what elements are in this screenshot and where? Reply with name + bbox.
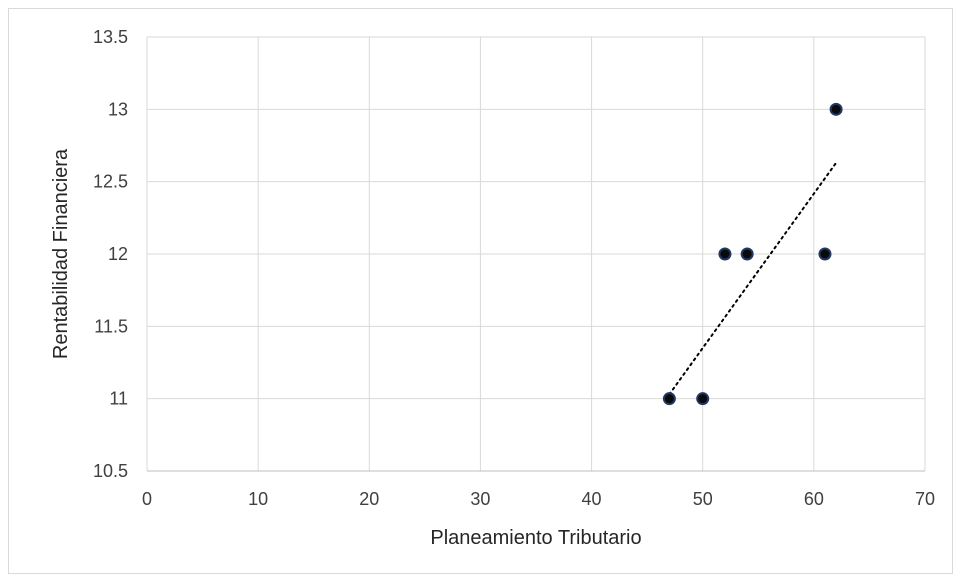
data-point	[829, 102, 843, 116]
x-tick-label: 10	[248, 489, 268, 509]
data-points	[662, 102, 843, 406]
data-point	[696, 392, 710, 406]
data-point	[718, 247, 732, 261]
x-tick-label: 60	[804, 489, 824, 509]
y-tick-labels: 10.5 11 11.5 12 12.5 13 13.5	[93, 27, 128, 481]
gridlines	[146, 36, 926, 472]
x-tick-labels: 0 10 20 30 40 50 60 70	[142, 489, 935, 509]
trendline	[668, 161, 838, 396]
y-tick-label: 13	[108, 99, 128, 119]
y-tick-label: 12.5	[93, 172, 128, 192]
x-axis-title: Planeamiento Tributario	[430, 527, 641, 549]
x-tick-label: 70	[915, 489, 935, 509]
data-point	[740, 247, 754, 261]
x-tick-label: 20	[359, 489, 379, 509]
data-point	[662, 392, 676, 406]
y-axis-title: Rentabilidad Financiera	[50, 148, 72, 359]
x-tick-label: 40	[582, 489, 602, 509]
y-tick-label: 10.5	[93, 461, 128, 481]
y-tick-label: 11.5	[94, 316, 128, 336]
trendline-layer	[668, 161, 838, 396]
x-tick-label: 30	[470, 489, 490, 509]
data-point	[818, 247, 832, 261]
y-tick-label: 12	[108, 244, 128, 264]
x-tick-label: 0	[142, 489, 152, 509]
x-tick-label: 50	[693, 489, 713, 509]
y-tick-label: 13.5	[93, 27, 128, 47]
y-tick-label: 11	[109, 389, 128, 409]
